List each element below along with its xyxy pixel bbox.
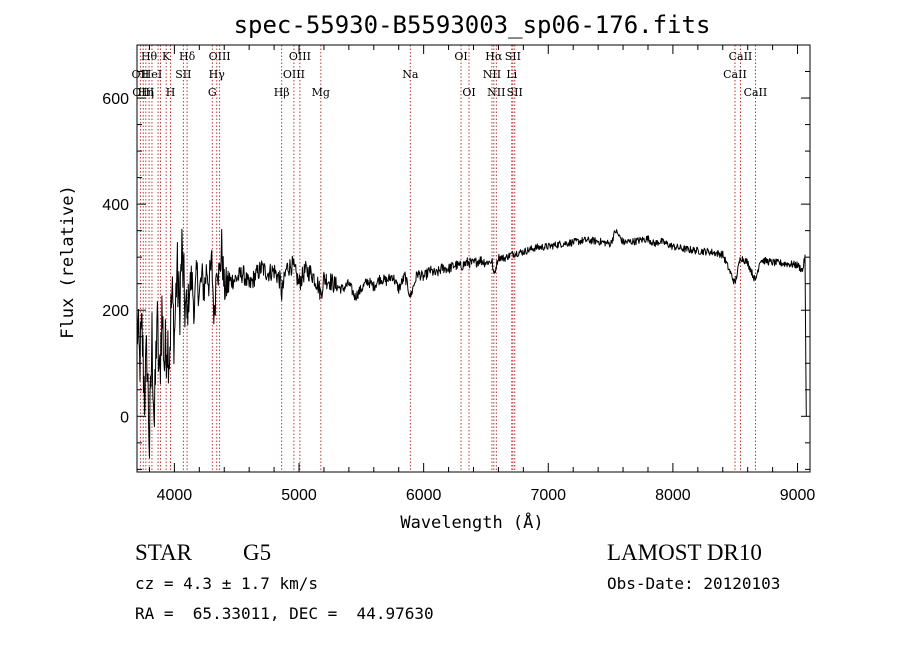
line-label: HeI — [142, 68, 162, 81]
line-label: SII — [505, 50, 521, 63]
line-label: Li — [506, 68, 517, 81]
x-tick-label: 5000 — [281, 487, 317, 504]
line-label: OIII — [283, 68, 305, 81]
line-label: G — [208, 86, 217, 99]
x-tick-label: 7000 — [530, 487, 566, 504]
x-tick-label: 6000 — [406, 487, 442, 504]
line-label: CaII — [729, 50, 753, 63]
line-label: Na — [402, 68, 419, 81]
line-label: Mg — [312, 86, 330, 99]
spectrum-chart: spec-55930-B5593003_sp06-176.fits OII OII… — [58, 11, 816, 533]
line-label: OII — [132, 68, 150, 81]
line-label: Hα — [485, 50, 503, 63]
line-label: OI — [462, 86, 475, 99]
y-tick-label: 600 — [102, 91, 129, 108]
line-label: SII — [507, 86, 523, 99]
chart-title: spec-55930-B5593003_sp06-176.fits — [234, 11, 711, 39]
line-label: NII — [483, 68, 501, 81]
line-label: SII — [175, 68, 191, 81]
line-label: Hδ — [179, 50, 196, 63]
line-label: OIII — [289, 50, 311, 63]
redshift-cz: cz = 4.3 ± 1.7 km/s — [135, 574, 319, 593]
line-label: Hγ — [209, 68, 226, 81]
line-label: OIII — [132, 86, 154, 99]
x-tick-label: 4000 — [157, 487, 193, 504]
line-label: OI — [454, 50, 467, 63]
y-tick-label: 200 — [102, 303, 129, 320]
spectral-line-labels: OIIOIIIHηHθHeIKHSIIHδGHγOIIIHβOIIIOIIIMg… — [132, 50, 768, 99]
line-label: Hη — [138, 86, 154, 99]
x-axis-ticks: 4000 5000 6000 7000 8000 9000 — [148, 45, 816, 504]
y-axis-label: Flux (relative) — [58, 185, 78, 339]
x-tick-label: 9000 — [780, 487, 816, 504]
line-label: OIII — [209, 50, 231, 63]
spectrum-series — [136, 228, 807, 459]
line-label: CaII — [744, 86, 768, 99]
object-class: STAR — [135, 540, 192, 565]
ra-dec: RA = 65.33011, DEC = 44.97630 — [135, 604, 434, 623]
y-tick-label: 0 — [120, 409, 129, 426]
y-axis-ticks: 0 200 400 600 — [102, 44, 810, 470]
spectral-line-markers — [139, 45, 756, 472]
obs-date: Obs-Date: 20120103 — [607, 574, 781, 593]
line-label: K — [162, 50, 171, 63]
line-label: Hθ — [141, 50, 158, 63]
line-label: NII — [487, 86, 505, 99]
survey-name: LAMOST DR10 — [607, 540, 762, 565]
x-tick-label: 8000 — [655, 487, 691, 504]
y-tick-label: 400 — [102, 197, 129, 214]
x-axis-label: Wavelength (Å) — [400, 511, 543, 533]
line-label: CaII — [723, 68, 747, 81]
plot-frame — [136, 44, 811, 473]
object-subclass: G5 — [243, 540, 272, 565]
line-label: H — [166, 86, 176, 99]
line-label: Hβ — [274, 86, 290, 99]
spectrum-line — [136, 228, 807, 459]
